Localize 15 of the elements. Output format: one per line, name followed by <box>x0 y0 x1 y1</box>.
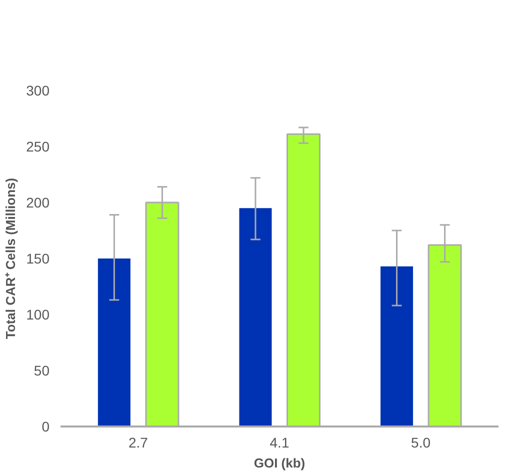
x-axis-title: GOI (kb) <box>254 456 306 470</box>
x-tick-label: 4.1 <box>270 434 290 450</box>
y-tick-label: 0 <box>42 418 50 434</box>
x-tick-label: 2.7 <box>128 434 148 450</box>
y-tick-label: 50 <box>34 362 50 378</box>
y-tick-label: 100 <box>26 306 50 322</box>
y-tick-label: 300 <box>26 82 50 98</box>
y-tick-label: 150 <box>26 250 50 266</box>
bar <box>380 266 414 426</box>
bar <box>239 208 272 426</box>
y-axis-title: Total CAR⁺ Cells (Millions) <box>3 178 18 340</box>
y-tick-label: 200 <box>26 194 50 210</box>
bar <box>98 258 130 426</box>
y-tick-label: 250 <box>26 138 50 154</box>
x-tick-label: 5.0 <box>411 434 431 450</box>
